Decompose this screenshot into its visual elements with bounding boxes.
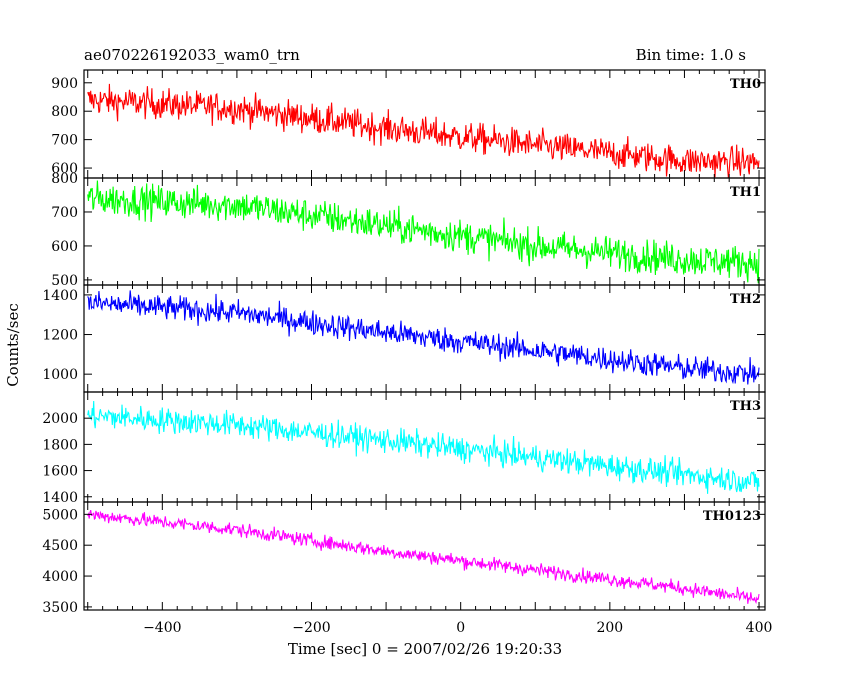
panel-label: TH3 [730,399,761,414]
y-tick-label: 800 [51,171,78,187]
panel-label: TH2 [730,292,761,307]
y-tick-label: 1400 [42,490,78,506]
x-tick-label: −200 [292,620,330,636]
y-axis-label: Counts/sec [4,303,22,387]
y-tick-label: 700 [51,133,78,149]
y-tick-label: 5000 [42,507,78,523]
y-tick-label: 900 [51,76,78,92]
x-axis-label: Time [sec] 0 = 2007/02/26 19:20:33 [288,640,562,658]
y-tick-label: 600 [51,239,78,255]
panel-th3: 1400 1600 1800 2000 TH3 [42,391,766,506]
series-th2 [87,290,760,385]
series-th1 [87,180,760,284]
y-tick-label: 2000 [42,411,78,427]
series-th0 [87,83,760,178]
y-tick-label: 800 [51,104,78,120]
panel-label: TH0123 [703,509,761,524]
x-tick-label: 400 [746,620,773,636]
x-tick-label: 0 [456,620,465,636]
y-tick-label: 1000 [42,367,78,383]
series-th3 [87,400,760,494]
y-tick-label: 4500 [42,538,78,554]
panel-th2: 1000 1200 1400 TH2 [42,284,766,393]
panel-frame [83,391,766,503]
panel-th0: 600 700 800 900 TH0 [51,69,766,179]
chart-title: ae070226192033_wam0_trn [84,46,300,64]
y-tick-label: 500 [51,273,78,289]
series-th0123 [87,509,760,605]
y-tick-label: 700 [51,205,78,221]
x-tick-label: 200 [596,620,623,636]
y-tick-label: 3500 [42,600,78,616]
y-tick-label: 4000 [42,569,78,585]
panel-frame [83,501,766,611]
bin-time-label: Bin time: 1.0 s [636,46,746,64]
y-tick-label: 1200 [42,328,78,344]
panel-th0123: 3500 4000 4500 5000 TH0123 [42,501,766,616]
y-tick-label: 1600 [42,464,78,480]
y-tick-label: 1400 [42,288,78,304]
panels: 600 700 800 900 TH0 500 600 700 800 TH1 1000 1200 14… [42,69,773,636]
panel-label: TH1 [730,185,761,200]
x-tick-label: −400 [143,620,181,636]
panel-label: TH0 [730,77,761,92]
y-tick-label: 600 [51,161,78,177]
panel-th1: 500 600 700 800 TH1 [51,171,766,289]
y-tick-label: 1800 [42,437,78,453]
